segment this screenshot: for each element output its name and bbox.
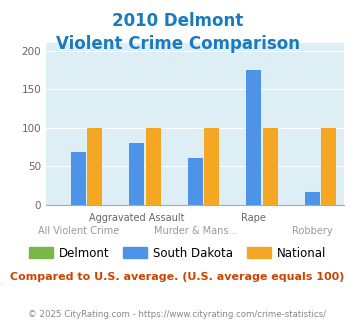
Bar [263,128,278,205]
Text: All Violent Crime: All Violent Crime [38,226,119,236]
Legend: Delmont, South Dakota, National: Delmont, South Dakota, National [24,242,331,264]
Bar [87,128,102,205]
Bar [321,128,336,205]
Text: © 2025 CityRating.com - https://www.cityrating.com/crime-statistics/: © 2025 CityRating.com - https://www.city… [28,310,327,319]
Text: Robbery: Robbery [292,226,333,236]
Bar [204,128,219,205]
Text: Violent Crime Comparison: Violent Crime Comparison [55,35,300,53]
Bar [305,191,320,205]
Text: Aggravated Assault: Aggravated Assault [89,213,185,223]
Text: 2010 Delmont: 2010 Delmont [112,12,243,30]
Bar [246,70,261,205]
Text: Compared to U.S. average. (U.S. average equals 100): Compared to U.S. average. (U.S. average … [10,272,345,282]
Bar [71,152,86,205]
Bar [188,158,203,205]
Bar [129,143,144,205]
Text: Murder & Mans...: Murder & Mans... [153,226,237,236]
Text: Rape: Rape [241,213,266,223]
Bar [146,128,161,205]
